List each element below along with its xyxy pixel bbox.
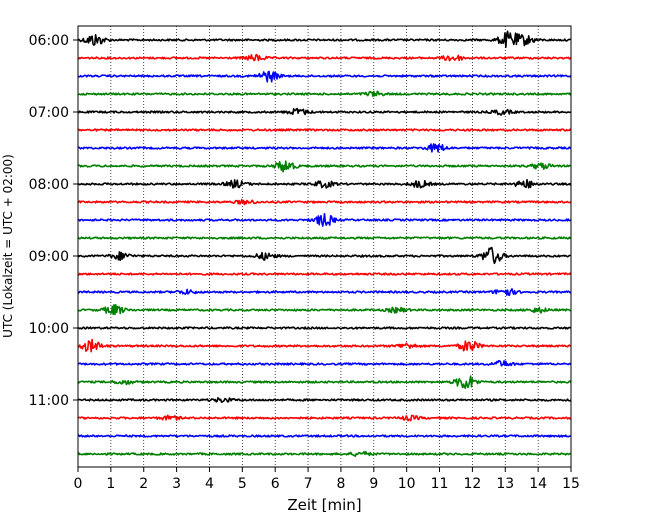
- seismogram-trace: [77, 246, 572, 265]
- plot-frame: [77, 25, 572, 468]
- seismogram-trace: [77, 30, 572, 48]
- seismogram-trace: [77, 178, 572, 189]
- seismogram-trace: [78, 212, 572, 227]
- seismogram-trace: [77, 288, 572, 297]
- seismogram-trace: [77, 53, 572, 62]
- x-tick-label: 12: [463, 476, 481, 492]
- x-tick-label: 2: [139, 476, 148, 492]
- seismogram-trace: [77, 128, 572, 132]
- seismogram-trace: [77, 272, 572, 276]
- seismogram-trace: [77, 414, 572, 422]
- seismogram-trace: [77, 338, 572, 353]
- seismogram-trace: [77, 359, 572, 367]
- x-tick-label: 15: [562, 476, 580, 492]
- x-tick-label: 4: [205, 476, 214, 492]
- y-ticks: 06:00 07:00 08:00 09:00 10:00 11:00: [29, 33, 78, 409]
- x-tick-label: 11: [431, 476, 449, 492]
- x-tick-label: 6: [271, 476, 280, 492]
- seismogram-trace: [77, 198, 572, 206]
- seismogram-trace: [77, 143, 572, 153]
- x-axis-label: Zeit [min]: [287, 496, 361, 514]
- seismogram-trace: [77, 160, 572, 173]
- y-tick-label: 06:00: [29, 33, 69, 49]
- x-tick-label: 10: [398, 476, 416, 492]
- y-tick-label: 10:00: [29, 321, 69, 337]
- y-tick-label: 07:00: [29, 105, 69, 121]
- y-tick-label: 09:00: [29, 249, 69, 265]
- seismogram-trace: [77, 434, 572, 438]
- trace-layer: [77, 30, 572, 457]
- y-axis-label: UTC (Lokalzeit = UTC + 02:00): [1, 154, 15, 338]
- x-tick-label: 3: [172, 476, 181, 492]
- seismogram-trace: [77, 70, 572, 83]
- seismogram-trace: [77, 107, 572, 116]
- x-tick-label: 7: [304, 476, 313, 492]
- seismogram-trace: [77, 326, 572, 330]
- x-tick-label: 1: [106, 476, 115, 492]
- seismogram-trace: [77, 375, 572, 389]
- seismogram-trace: [77, 236, 572, 240]
- seismogram-trace: [77, 90, 572, 98]
- x-tick-label: 14: [529, 476, 547, 492]
- x-tick-label: 5: [238, 476, 247, 492]
- x-tick-label: 13: [496, 476, 514, 492]
- x-tick-label: 0: [74, 476, 83, 492]
- seismogram-trace: [77, 450, 572, 457]
- y-tick-label: 11:00: [29, 393, 69, 409]
- seismogram-trace: [77, 397, 572, 403]
- x-ticks: 0 1 2 3 4 5 6 7 8 9 10 11 12 13 14 15: [74, 467, 580, 492]
- y-tick-label: 08:00: [29, 177, 69, 193]
- x-tick-label: 8: [336, 476, 345, 492]
- x-tick-label: 9: [369, 476, 378, 492]
- seismogram-trace: [77, 303, 572, 316]
